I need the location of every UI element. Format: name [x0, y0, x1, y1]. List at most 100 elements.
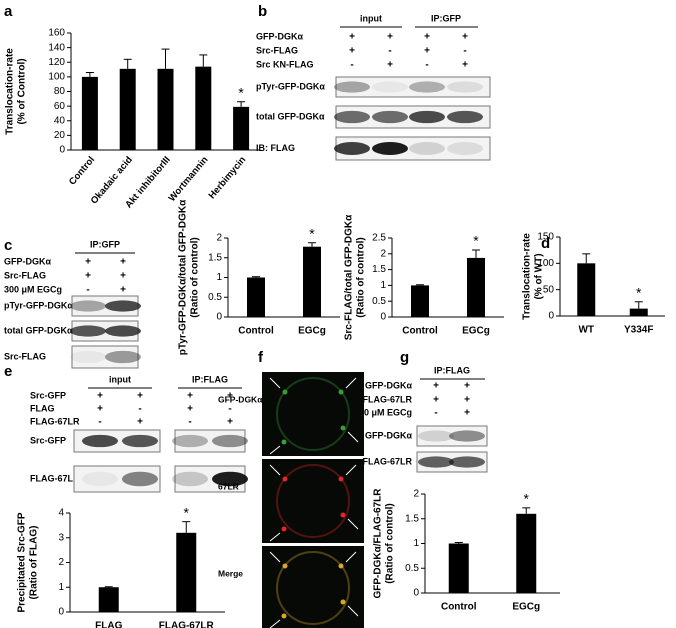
y-tick-label: 1 — [380, 280, 386, 291]
bar — [98, 587, 119, 612]
y-tick-label: 0.5 — [208, 292, 222, 303]
condition-sign: + — [137, 391, 143, 402]
condition-label: 300 μM EGCg — [4, 284, 62, 294]
blot-band — [172, 434, 208, 448]
arrow — [269, 445, 281, 455]
condition-sign: + — [349, 32, 355, 43]
panel-label: a — [4, 3, 13, 20]
blot-label: GFP-DGKα — [365, 430, 412, 440]
micrograph — [262, 372, 364, 456]
condition-sign: + — [97, 404, 103, 415]
panel-label: d — [541, 235, 550, 252]
significance-mark: * — [636, 284, 642, 300]
condition-sign: - — [425, 60, 428, 71]
y-tick-label: 150 — [537, 232, 554, 243]
y-tick-label: 100 — [48, 72, 65, 83]
blot-header: input — [109, 374, 131, 384]
y-tick-label: 4 — [58, 508, 64, 519]
significance-mark: * — [184, 504, 190, 520]
y-tick-label: 2 — [380, 248, 386, 259]
condition-sign: + — [137, 417, 143, 428]
y-axis-label: Translocation-rate — [5, 48, 16, 135]
y-tick-label: 1.5 — [405, 513, 419, 524]
blot-band — [409, 81, 445, 93]
blot-band — [447, 110, 483, 124]
condition-sign: + — [187, 391, 193, 402]
bar — [233, 106, 250, 150]
arrow — [347, 431, 359, 443]
blot-label: Src-GFP — [30, 435, 66, 445]
condition-label: FLAG-67LR — [30, 416, 80, 426]
blot-header: IP:FLAG — [434, 365, 470, 375]
condition-label: FLAG-67LR — [363, 394, 413, 404]
y-axis-label: Precipitated Src-GFP — [17, 512, 28, 612]
puncta — [282, 563, 288, 569]
bar — [303, 246, 321, 317]
puncta — [281, 526, 287, 532]
image-label: Merge — [218, 568, 243, 578]
blot-band — [409, 110, 445, 124]
condition-label: GFP-DGKα — [365, 380, 412, 390]
blot-band — [105, 350, 141, 364]
condition-sign: - — [138, 404, 141, 415]
arrow — [345, 551, 357, 563]
arrow — [347, 605, 359, 617]
y-axis-label: pTyr-GFP-DGKα/total GFP-DGKα — [178, 199, 189, 355]
blot-frame — [174, 429, 246, 453]
arrow — [269, 464, 281, 476]
y-tick-label: 50 — [543, 284, 555, 295]
x-tick-label: EGCg — [512, 602, 540, 613]
condition-sign: - — [463, 46, 466, 57]
y-tick-label: 140 — [48, 42, 65, 53]
x-tick-label: Y334F — [624, 325, 653, 336]
x-tick-label: WT — [578, 325, 594, 336]
y-tick-label: 1.5 — [208, 252, 222, 263]
blot-band — [82, 434, 118, 448]
blot-band — [372, 110, 408, 124]
blot-band — [418, 456, 454, 468]
arrow — [269, 532, 281, 542]
y-tick-label: 120 — [48, 57, 65, 68]
bar — [119, 68, 136, 150]
blot-band — [70, 300, 106, 312]
condition-sign: + — [462, 32, 468, 43]
significance-mark: * — [309, 225, 315, 241]
y-axis-label: (Ratio of control) — [190, 237, 201, 318]
image-label: 67LR — [218, 481, 239, 491]
bar — [176, 532, 197, 612]
significance-mark: * — [238, 84, 244, 100]
bar — [467, 257, 485, 317]
condition-sign: - — [98, 417, 101, 428]
condition-sign: - — [228, 404, 231, 415]
condition-sign: + — [349, 46, 355, 57]
blot-label: FLAG-67LR — [363, 456, 413, 466]
blot-band — [105, 325, 141, 337]
blot-band — [105, 300, 141, 312]
blot-label: pTyr-GFP-DGKα — [256, 81, 325, 91]
blot-frame — [71, 345, 139, 369]
y-tick-label: 1 — [58, 582, 64, 593]
y-axis-label: (% of WT) — [534, 253, 545, 299]
condition-sign: + — [464, 395, 470, 406]
condition-sign: + — [424, 32, 430, 43]
blot-band — [409, 142, 445, 155]
condition-label: Src-GFP — [30, 390, 66, 400]
condition-sign: + — [120, 257, 126, 268]
y-tick-label: 0 — [413, 588, 419, 599]
y-tick-label: 1.5 — [372, 264, 386, 275]
y-tick-label: 0.5 — [372, 296, 386, 307]
condition-label: Src-FLAG — [4, 270, 46, 280]
cell-outline — [276, 377, 350, 451]
y-tick-label: 1 — [216, 272, 222, 283]
blot-band — [70, 350, 106, 364]
y-tick-label: 20 — [54, 130, 66, 141]
bar — [411, 285, 429, 317]
bar — [81, 76, 98, 150]
y-axis-label: (Ratio of control) — [385, 503, 396, 584]
arrow — [345, 377, 357, 389]
condition-sign: + — [464, 408, 470, 419]
condition-label: GFP-DGKα — [256, 31, 303, 41]
blot-label: FLAG-67LR — [30, 473, 80, 483]
x-tick-label: Herbimycin — [207, 154, 249, 201]
